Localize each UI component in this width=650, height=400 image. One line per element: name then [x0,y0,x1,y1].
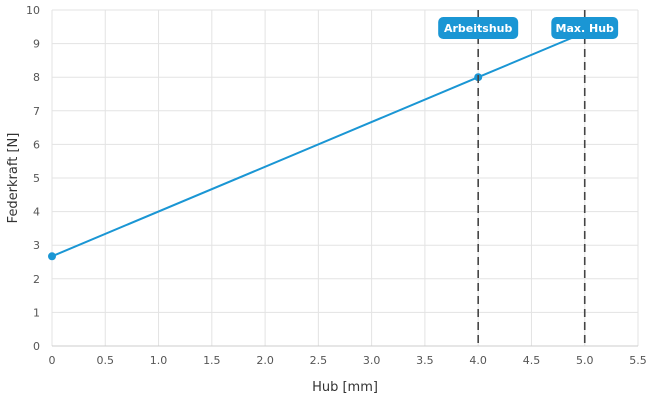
grid [51,9,639,347]
y-tick-label: 4 [33,206,40,219]
marker-label-text: Arbeitshub [444,22,513,35]
x-tick-label: 5.0 [576,354,594,367]
y-tick-label: 1 [33,306,40,319]
tick-labels: 0 0.5 1.0 1.5 2.0 2.5 3.0 3.5 4.0 4.5 5.0 5.5 0 1 2 3 4 5… [26,4,647,367]
x-tick-label: 0 [49,354,56,367]
y-tick-label: 9 [33,38,40,51]
x-tick-label: 3.5 [416,354,434,367]
data-point [48,252,56,261]
x-tick-label: 2.0 [256,354,274,367]
x-tick-label: 4.5 [523,354,541,367]
marker-label-bg [551,17,619,39]
y-tick-label: 5 [33,172,40,185]
marker-label-bg [438,17,519,39]
y-tick-label: 7 [33,105,40,118]
x-tick-label: 5.5 [629,354,647,367]
y-axis-title: Federkraft [N] [6,133,21,224]
y-tick-label: 0 [33,340,40,353]
x-tick-label: 3.0 [363,354,381,367]
y-tick-label: 8 [33,71,40,84]
x-tick-label: 1.5 [203,354,221,367]
marker-label: Arbeitshub [438,17,519,39]
vertical-markers: Arbeitshub Max. Hub [438,10,619,346]
y-tick-label: 3 [33,239,40,252]
y-tick-label: 6 [33,138,40,151]
x-tick-label: 4.0 [469,354,487,367]
y-tick-label: 2 [33,273,40,286]
x-axis-title: Hub [mm] [312,380,378,395]
marker-label: Max. Hub [551,17,619,39]
marker-label-text: Max. Hub [556,22,615,35]
y-tick-label: 10 [26,4,40,17]
x-tick-label: 0.5 [97,354,115,367]
x-tick-label: 2.5 [310,354,328,367]
series [48,31,586,261]
x-tick-label: 1.0 [150,354,168,367]
